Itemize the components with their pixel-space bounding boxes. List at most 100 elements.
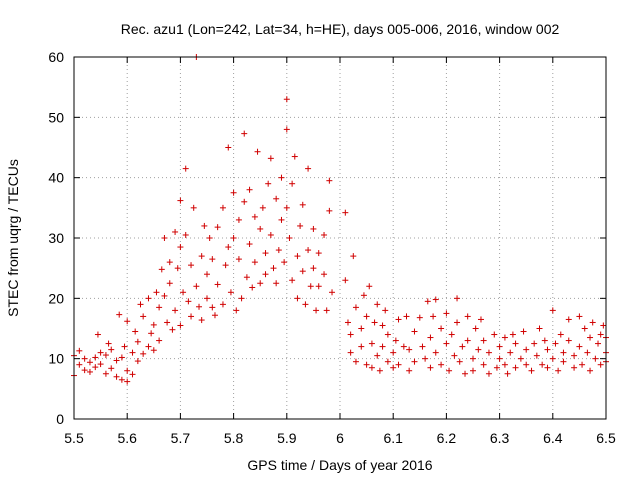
data-point-marker (448, 331, 455, 338)
data-point-marker (76, 361, 83, 368)
data-point-marker (198, 317, 205, 324)
data-point-marker (161, 235, 168, 241)
x-tick-label: 5.9 (277, 430, 297, 446)
data-point-marker (382, 307, 389, 314)
data-point-marker (156, 337, 163, 344)
data-point-marker (164, 319, 171, 326)
data-point-marker (329, 289, 336, 296)
data-point-marker (76, 347, 83, 354)
data-point-marker (299, 201, 306, 208)
data-point-marker (118, 376, 125, 383)
x-tick-label: 5.8 (224, 430, 244, 446)
data-point-marker (485, 349, 492, 356)
data-point-marker (443, 340, 450, 347)
data-point-marker (587, 367, 594, 374)
data-point-marker (581, 325, 588, 332)
data-point-marker (485, 370, 492, 377)
data-point-marker (262, 271, 269, 278)
y-tick-label: 0 (56, 411, 64, 427)
data-point-marker (92, 364, 99, 371)
data-point-marker (517, 355, 524, 362)
y-tick-label: 10 (48, 351, 64, 367)
data-point-marker (477, 316, 484, 323)
data-point-marker (310, 225, 317, 232)
data-point-marker (379, 322, 386, 329)
data-point-marker (374, 301, 381, 308)
data-point-marker (102, 352, 109, 359)
data-point-marker (81, 355, 88, 362)
data-point-marker (443, 310, 450, 317)
data-point-marker (579, 361, 586, 368)
data-point-marker (326, 177, 333, 184)
data-point-marker (464, 313, 471, 320)
data-point-marker (493, 364, 500, 371)
x-tick-label: 6.1 (383, 430, 403, 446)
y-tick-label: 50 (48, 109, 64, 125)
y-tick-label: 30 (48, 230, 64, 246)
plot-frame (73, 56, 607, 420)
data-point-marker (555, 367, 562, 374)
y-tick-labels: 0 10 20 30 40 50 60 (48, 49, 64, 427)
data-point-marker (241, 198, 248, 205)
data-point-marker (233, 307, 240, 314)
data-point-marker (411, 328, 418, 335)
data-point-marker (430, 313, 437, 320)
data-point-marker (565, 337, 572, 344)
data-point-marker (352, 304, 359, 311)
data-point-marker (92, 354, 99, 361)
data-point-marker (480, 361, 487, 368)
data-point-marker (384, 358, 391, 365)
data-point-marker (560, 358, 567, 365)
data-point-marker (512, 340, 519, 347)
data-point-marker (392, 337, 399, 344)
y-axis-title: STEC from uqrg / TECUs (5, 159, 21, 317)
data-point-marker (512, 364, 519, 371)
x-axis-title: GPS time / Days of year 2016 (247, 457, 432, 473)
data-point-marker (86, 359, 93, 366)
data-point-marker (286, 235, 293, 241)
data-point-marker (209, 304, 216, 311)
data-point-marker (289, 277, 296, 284)
data-point-marker (249, 284, 256, 291)
data-point-marker (416, 314, 423, 321)
data-point-marker (108, 365, 115, 372)
data-point-marker (315, 250, 322, 257)
data-point-marker (262, 250, 269, 257)
data-point-marker (294, 253, 301, 260)
data-point-marker (366, 283, 373, 290)
data-point-marker (201, 222, 208, 229)
data-point-marker (105, 340, 112, 347)
data-point-marker (259, 204, 266, 211)
data-point-marker (94, 331, 101, 338)
data-point-marker (124, 378, 131, 385)
data-point-marker (134, 358, 141, 365)
data-point-marker (406, 367, 413, 374)
data-point-marker (190, 204, 197, 211)
data-point-marker (576, 313, 583, 320)
data-point-marker (140, 350, 147, 357)
data-point-marker (97, 349, 104, 356)
data-point-marker (470, 355, 476, 362)
data-point-marker (454, 319, 461, 326)
data-point-marker (310, 265, 317, 272)
data-point-marker (587, 334, 594, 341)
data-point-marker (342, 209, 349, 216)
data-point-marker (182, 231, 189, 238)
data-point-marker (172, 228, 179, 235)
data-point-marker (291, 153, 298, 160)
data-point-marker (438, 361, 445, 368)
data-point-marker (129, 349, 136, 356)
data-point-marker (509, 331, 516, 338)
data-point-marker (576, 343, 583, 350)
data-point-marker (305, 165, 312, 172)
data-point-marker (166, 259, 173, 266)
data-point-marker (273, 195, 280, 202)
data-point-marker (81, 367, 88, 374)
data-point-marker (161, 292, 168, 299)
data-point-marker (358, 343, 365, 350)
data-point-marker (230, 189, 237, 196)
data-point-marker (472, 325, 479, 332)
data-point-marker (321, 271, 328, 278)
data-point-marker (456, 358, 463, 365)
